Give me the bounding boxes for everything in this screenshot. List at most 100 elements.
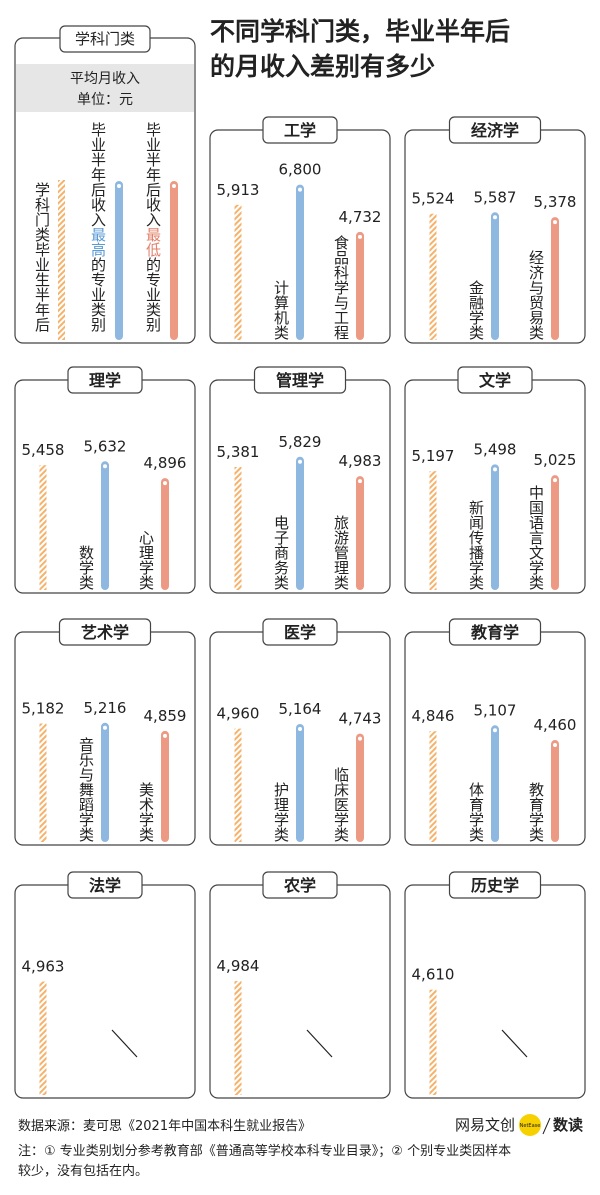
panel-title: 农学 xyxy=(283,876,316,895)
value-label: 4,743 xyxy=(339,710,382,728)
panel-tag xyxy=(262,871,338,899)
logo-badge-text: NetEase xyxy=(520,1123,541,1129)
value-label: 4,610 xyxy=(412,966,455,984)
panel-title: 艺术学 xyxy=(81,623,129,642)
value-label: 5,164 xyxy=(279,700,322,718)
bar-dot xyxy=(298,726,302,731)
category-label: 中国语言文学类 xyxy=(527,485,545,590)
category-label: 护理学类 xyxy=(272,782,290,842)
value-label: 5,829 xyxy=(279,433,322,451)
logo-slash xyxy=(542,1117,551,1135)
panel-title: 理学 xyxy=(89,371,121,390)
legend-text: 的专业类别 xyxy=(144,257,162,333)
bar xyxy=(429,989,437,1095)
bar-dot xyxy=(358,736,362,741)
panel-title: 历史学 xyxy=(471,876,519,895)
bar xyxy=(551,740,559,842)
bar xyxy=(356,476,364,590)
category-label: 旅游管理类 xyxy=(332,515,350,590)
bar xyxy=(101,461,109,590)
legend-text: 毕业半年后收入 xyxy=(144,122,162,227)
value-label: 5,632 xyxy=(84,437,127,455)
category-label: 美术学类 xyxy=(137,782,155,842)
category-label: 新闻传播学类 xyxy=(467,500,485,590)
note: 注：① 专业类别划分参考教育部《普通高等学校本科专业目录》；② 个别专业类因样本 xyxy=(18,1143,511,1159)
note: 较少，没有包括在内。 xyxy=(18,1163,148,1179)
bar xyxy=(39,723,47,842)
panel-tag xyxy=(253,366,347,394)
category-label: 音乐与舞蹈学类 xyxy=(77,737,95,842)
bar xyxy=(429,471,437,590)
panel-tag xyxy=(67,366,143,394)
value-label: 5,498 xyxy=(474,440,517,458)
bar xyxy=(161,730,169,842)
category-label: 食品科学与工程 xyxy=(332,235,350,340)
logo: 网易文创 xyxy=(455,1116,515,1134)
bar-dot xyxy=(553,478,557,483)
bar-dot xyxy=(298,187,302,192)
value-label: 6,800 xyxy=(279,161,322,179)
legend-band xyxy=(16,64,194,112)
category-label: 教育学类 xyxy=(527,782,545,842)
bar-dot xyxy=(358,479,362,484)
logo-badge xyxy=(519,1114,541,1136)
bar xyxy=(296,456,304,590)
bar-dot xyxy=(163,481,167,486)
legend-text: 最高 xyxy=(89,227,107,257)
category-label: 经济与贸易类 xyxy=(527,250,545,340)
bar xyxy=(101,722,109,842)
value-label: 5,458 xyxy=(22,441,65,459)
value-label: 4,846 xyxy=(412,707,455,725)
value-label: 5,381 xyxy=(217,443,260,461)
bar-dot xyxy=(163,733,167,738)
bar xyxy=(296,184,304,340)
panel-tag xyxy=(448,871,542,899)
value-label: 5,025 xyxy=(534,451,577,469)
panel-tag xyxy=(58,618,152,646)
legend-text: 的专业类别 xyxy=(89,257,107,333)
legend-panel: 学科门类 平均月收入 单位：元 学科门类毕业生半年后 毕业半年后收入最高的专业类… xyxy=(14,25,196,344)
panel-title: 文学 xyxy=(479,371,511,390)
panel-title: 法学 xyxy=(89,876,121,895)
bar-dot xyxy=(358,234,362,239)
panel-tag xyxy=(457,366,533,394)
panel-title: 教育学 xyxy=(471,623,519,642)
bar xyxy=(491,212,499,340)
title: 不同学科门类，毕业半年后 xyxy=(210,17,510,46)
logo-tail: 数读 xyxy=(553,1116,583,1134)
bar-dot xyxy=(103,464,107,469)
bar xyxy=(234,467,242,590)
bar xyxy=(161,478,169,590)
title: 的月收入差别有多少 xyxy=(210,52,435,81)
panel-tag xyxy=(448,618,542,646)
bar xyxy=(551,217,559,340)
bar-dot xyxy=(493,728,497,733)
panel-title: 医学 xyxy=(284,623,316,642)
bar xyxy=(491,464,499,590)
legend-title: 学科门类 xyxy=(75,30,135,48)
legend-swatch xyxy=(58,180,65,340)
value-label: 5,587 xyxy=(474,188,517,206)
source: 数据来源：麦可思《2021年中国本科生就业报告》 xyxy=(18,1119,311,1134)
panel-tag xyxy=(67,871,143,899)
bar-dot xyxy=(493,467,497,472)
category-label: 数学类 xyxy=(77,545,95,590)
value-label: 5,913 xyxy=(217,181,260,199)
bar xyxy=(296,723,304,842)
category-label: 临床医学类 xyxy=(332,767,350,842)
legend-text: 学科门类毕业生半年后 xyxy=(33,182,51,332)
legend-item: 毕业半年后收入最高的专业类别 xyxy=(89,122,107,333)
value-label: 4,983 xyxy=(339,452,382,470)
bar-dot xyxy=(103,725,107,730)
bar-dot xyxy=(298,459,302,464)
bar xyxy=(356,231,364,340)
legend-text: 毕业半年后收入 xyxy=(89,122,107,227)
bar xyxy=(39,465,47,590)
bar-dot xyxy=(553,743,557,748)
category-label: 金融学类 xyxy=(467,280,485,340)
legend-item: 学科门类毕业生半年后 xyxy=(33,182,51,332)
value-label: 4,460 xyxy=(534,716,577,734)
legend-swatch xyxy=(170,181,178,340)
bar xyxy=(234,728,242,842)
